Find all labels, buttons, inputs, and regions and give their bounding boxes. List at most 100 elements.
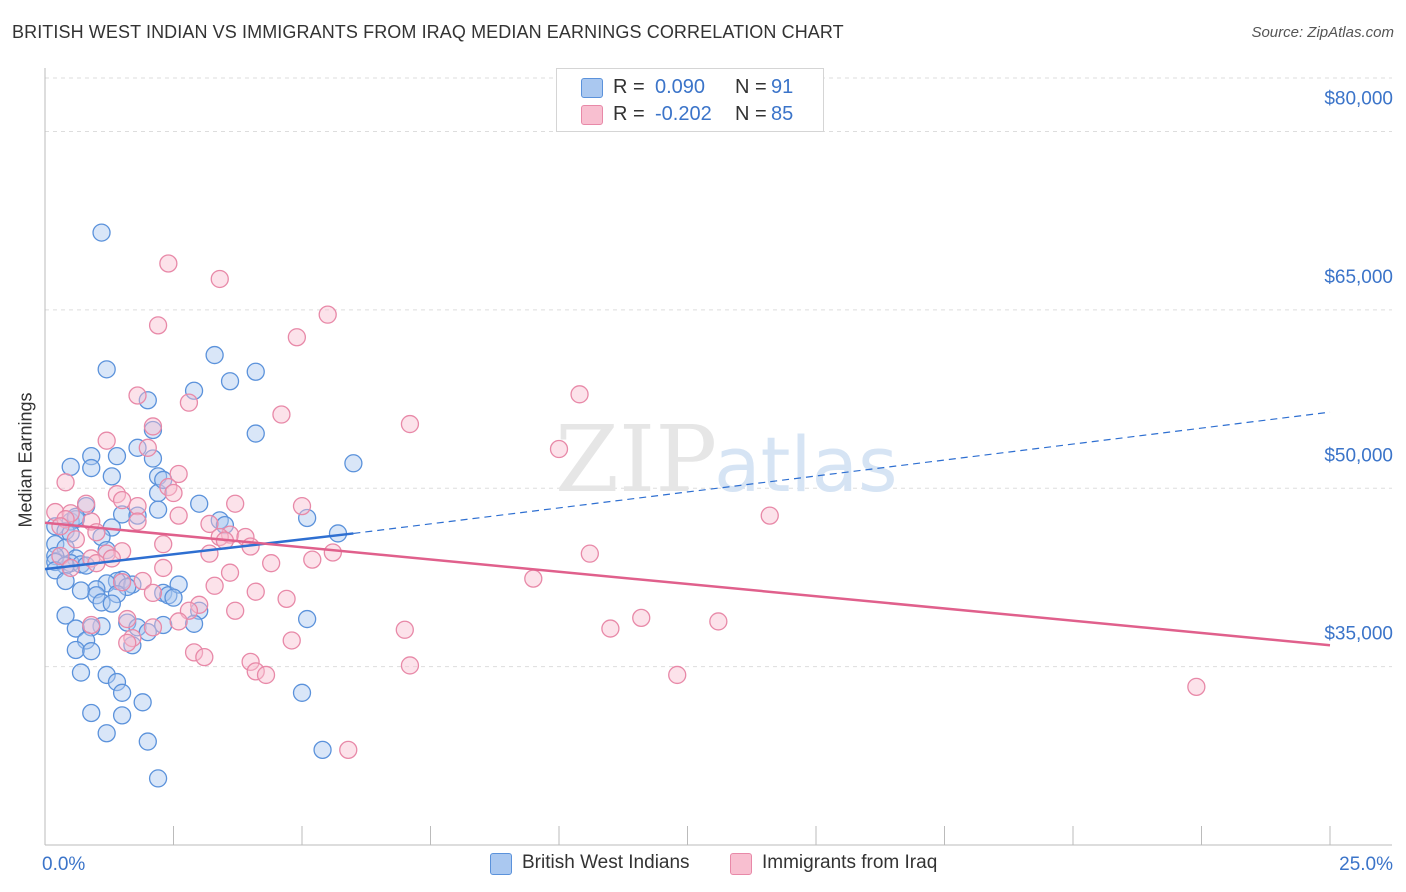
immigrants-from-iraq-point [143,417,163,436]
immigrants-from-iraq-point [159,254,178,273]
legend-r-value: -0.202 [655,103,712,125]
british-west-indians-point [107,584,127,604]
correlation-legend: R = 0.090 N = 91 R = -0.202 N = 85 [556,68,824,132]
immigrants-from-iraq-point [570,385,589,404]
immigrants-from-iraq-point [97,431,116,450]
british-west-indians-point [138,391,157,410]
immigrants-from-iraq-point [220,563,240,582]
series-name: British West Indians [522,852,690,873]
immigrants-from-iraq-point [76,494,96,513]
immigrants-from-iraq-point [318,305,337,324]
british-west-indians-point [292,683,312,702]
legend-n-label: N = [735,76,767,98]
watermark-atlas: atlas [714,420,898,509]
trend-lines [44,411,1331,647]
immigrants-from-iraq-point [580,544,599,563]
blue-trend-line [44,532,354,571]
immigrants-from-iraq-point [112,490,132,510]
immigrants-from-iraq-point [226,601,245,620]
chart-title: BRITISH WEST INDIAN VS IMMIGRANTS FROM I… [12,22,844,42]
british-west-indians-point [215,515,235,535]
immigrants-from-iraq-point [169,506,188,525]
immigrants-from-iraq-point [246,662,265,681]
british-west-indians-point [148,769,168,788]
immigrants-from-iraq-point [179,393,199,412]
immigrants-from-iraq-point [46,502,65,522]
immigrants-from-iraq-point [400,414,420,434]
british-west-indians-point [128,506,147,525]
data-points [46,223,1206,788]
immigrants-from-iraq-point [272,405,291,424]
british-west-indians-point [61,457,80,477]
watermark: ZIP atlas [555,406,898,513]
immigrants-from-iraq-point [709,612,728,631]
immigrants-from-iraq-point [632,608,651,628]
british-west-indians-point [344,454,363,473]
british-west-indians-point [102,594,121,613]
immigrants-from-iraq-point [169,612,188,631]
british-west-indians-point [107,446,127,466]
watermark-zip: ZIP [555,406,717,513]
y-tick-label: $65,000 [1324,267,1393,288]
immigrants-from-iraq-point [128,386,147,405]
immigrants-from-iraq-point [549,439,569,459]
immigrants-from-iraq-point [339,740,358,760]
source-label: Source: ZipAtlas.com [1251,24,1394,41]
immigrants-from-iraq-point [190,595,209,614]
british-west-indians-point [112,505,132,524]
british-west-indians-point [97,724,116,743]
immigrants-from-iraq-point [241,652,260,672]
immigrants-from-iraq-point [112,573,132,592]
immigrants-from-iraq-point [1187,677,1206,696]
british-west-indians-point [107,672,127,692]
immigrants-from-iraq-point [128,512,147,531]
british-west-indians-point [190,494,209,513]
immigrants-from-iraq-point [118,633,137,652]
british-west-indians-point [297,508,317,528]
tick-labels: $35,000 $50,000 $65,000 $80,000 0.0% 25.0% [42,89,1393,875]
british-west-indians-point [102,467,121,486]
british-west-indians-point [246,424,265,443]
british-west-indians-point [71,663,91,682]
immigrants-from-iraq-point [292,496,312,516]
immigrants-from-iraq-point [323,543,342,562]
y-tick-label: $35,000 [1324,624,1393,645]
immigrants-from-iraq-point [262,554,281,573]
british-west-indians-point [56,606,75,625]
immigrants-from-iraq-point [760,506,779,525]
immigrants-from-iraq-point [668,665,687,685]
british-west-indians-point [71,581,91,600]
immigrants-from-iraq-point [133,571,152,591]
british-west-indians-point [112,683,132,702]
series-swatch-pink [730,853,752,875]
immigrants-from-iraq-point [128,496,147,516]
immigrants-from-iraq-point [200,514,219,534]
immigrants-from-iraq-point [66,530,85,549]
legend-swatch-pink [581,105,603,125]
legend-r-value: 0.090 [655,76,706,98]
british-west-indians-point [297,609,317,629]
series-swatch-blue [490,853,512,875]
british-west-indians-point [46,517,65,536]
british-west-indians-point [220,372,240,391]
immigrants-from-iraq-point [195,647,214,667]
british-west-indians-point [205,345,224,365]
immigrants-from-iraq-point [148,316,168,335]
immigrants-from-iraq-point [169,464,188,484]
immigrants-from-iraq-point [82,615,101,635]
immigrants-from-iraq-point [210,269,229,289]
immigrants-from-iraq-point [51,517,70,536]
legend-r-label: R = [613,76,645,98]
immigrants-from-iraq-point [143,583,163,603]
british-west-indians-point [148,500,168,519]
immigrants-from-iraq-point [303,550,322,569]
british-west-indians-point [82,703,101,723]
immigrants-from-iraq-point [200,544,219,563]
axes [44,68,1392,846]
immigrants-from-iraq-point [287,328,307,347]
immigrants-from-iraq-point [277,589,296,608]
british-west-indians-point [143,449,163,468]
y-tick-label: $50,000 [1324,445,1393,466]
british-west-indians-point [97,360,116,379]
